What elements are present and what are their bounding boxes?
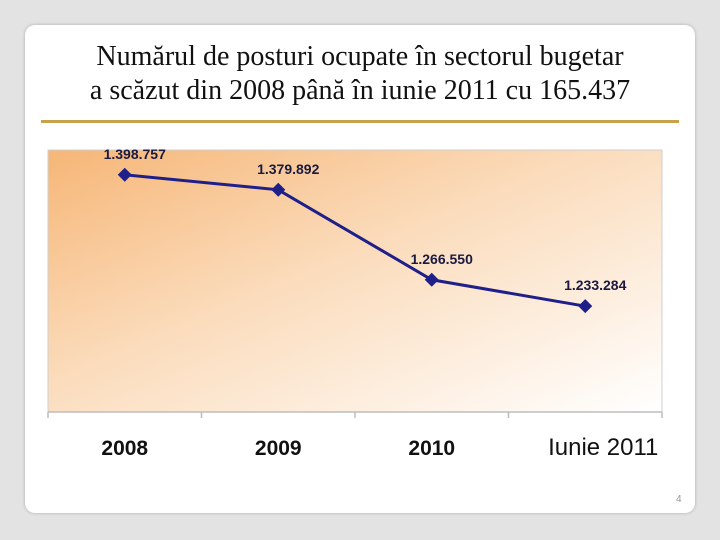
title-line-2: a scăzut din 2008 până în iunie 2011 cu … bbox=[89, 75, 631, 106]
x-axis-ticks bbox=[47, 412, 663, 418]
data-point-marker bbox=[578, 299, 593, 314]
series-markers bbox=[117, 167, 593, 314]
x-tick-label: 2009 bbox=[255, 437, 302, 460]
data-label: 1.233.284 bbox=[564, 277, 626, 293]
data-point-marker bbox=[117, 167, 132, 182]
title-divider bbox=[41, 120, 679, 123]
data-label: 1.398.757 bbox=[104, 146, 166, 162]
data-label: 1.379.892 bbox=[257, 161, 319, 177]
x-tick-label: 2010 bbox=[408, 437, 455, 460]
page-number: 4 bbox=[676, 494, 682, 505]
data-label: 1.266.550 bbox=[411, 251, 473, 267]
data-labels: 1.398.757 1.379.892 1.266.550 1.233.284 bbox=[104, 146, 627, 293]
x-tick-labels: 2008 2009 2010 Iunie 2011 bbox=[101, 434, 658, 461]
x-tick-label: Iunie 2011 bbox=[548, 434, 658, 461]
x-tick-label: 2008 bbox=[101, 437, 148, 460]
title-line-1: Numărul de posturi ocupate în sectorul b… bbox=[96, 41, 624, 72]
data-point-marker bbox=[424, 272, 439, 287]
slide-title: Numărul de posturi ocupate în sectorul b… bbox=[0, 40, 720, 108]
plot-area bbox=[47, 149, 663, 413]
series-line bbox=[124, 173, 586, 308]
data-point-marker bbox=[271, 182, 286, 197]
